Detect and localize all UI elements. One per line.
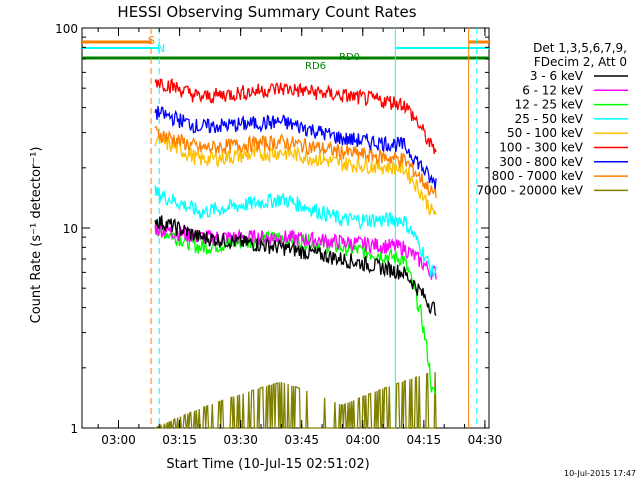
series-line	[154, 215, 437, 316]
legend-header-2: FDecim 2, Att 0	[534, 55, 627, 69]
y-tick-label: 1	[70, 422, 78, 436]
x-tick-label: 04:15	[407, 433, 442, 447]
x-tick-label: 03:45	[284, 433, 319, 447]
series-line	[154, 185, 437, 278]
legend-label: 800 - 7000 keV	[492, 169, 584, 183]
y-axis-label: Count Rate (s⁻¹ detector⁻¹)	[29, 147, 44, 324]
y-tick-label: 100	[55, 22, 78, 36]
x-tick-label: 04:30	[468, 433, 503, 447]
series-line	[154, 223, 437, 280]
chart-title: HESSI Observing Summary Count Rates	[117, 3, 416, 21]
plot-frame	[81, 27, 490, 429]
legend-header-1: Det 1,3,5,6,7,9,	[533, 41, 627, 55]
x-tick-label: 03:15	[162, 433, 197, 447]
n-flag-label: N	[157, 42, 165, 55]
plot-border	[81, 27, 490, 429]
series-layer	[154, 78, 437, 429]
x-axis-label: Start Time (10-Jul-15 02:51:02)	[166, 457, 369, 472]
rd0-label: RD0	[339, 52, 360, 63]
legend-label: 300 - 800 keV	[499, 155, 583, 169]
legend-label: 3 - 6 keV	[530, 69, 584, 83]
series-line	[154, 125, 437, 199]
s-flag-label: S	[148, 34, 155, 47]
x-tick-label: 03:30	[223, 433, 258, 447]
legend-label: 25 - 50 keV	[515, 112, 584, 126]
x-tick-label: 03:00	[101, 433, 136, 447]
x-tick-label: 04:00	[345, 433, 380, 447]
y-tick-label: 10	[63, 222, 78, 236]
series-line	[155, 372, 437, 429]
legend-label: 6 - 12 keV	[522, 83, 584, 97]
orbit-markers	[82, 28, 489, 428]
legend-label: 100 - 300 keV	[499, 141, 583, 155]
rd6-label: RD6	[305, 61, 326, 72]
series-line	[154, 78, 437, 155]
legend-label: 12 - 25 keV	[515, 98, 584, 112]
legend-label: 7000 - 20000 keV	[476, 183, 583, 197]
series-line	[154, 105, 437, 189]
legend: Det 1,3,5,6,7,9, FDecim 2, Att 0 3 - 6 k…	[476, 41, 628, 197]
axis-ticks: 03:00 03:15 03:30 03:45 04:00 04:15 04:30 1 10 10…	[55, 22, 502, 447]
timestamp: 10-Jul-2015 17:47	[564, 469, 636, 478]
legend-label: 50 - 100 keV	[507, 126, 584, 140]
